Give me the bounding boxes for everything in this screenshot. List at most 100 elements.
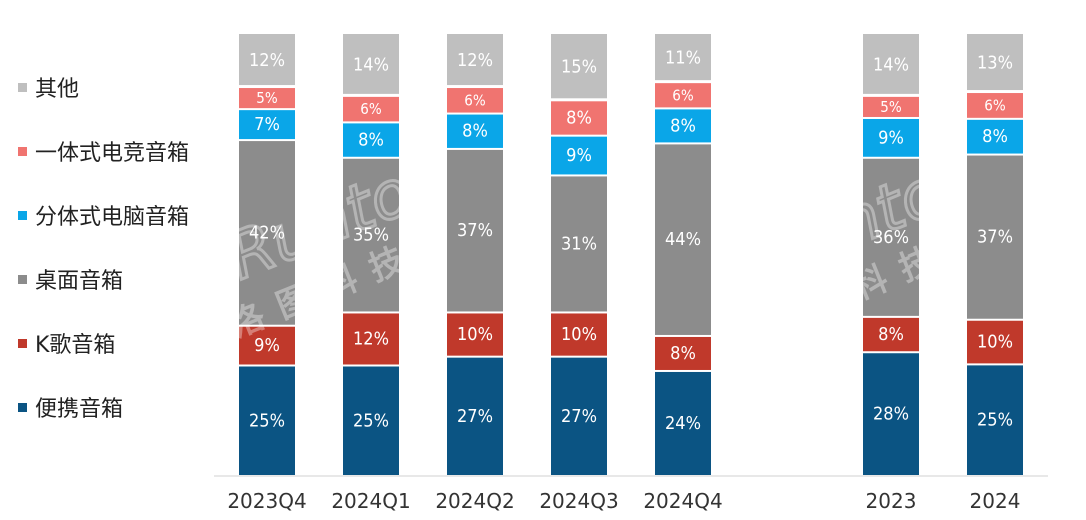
bar-value-label: 10% [561, 324, 597, 345]
bar-segment [239, 366, 295, 475]
bar-value-label: 44% [665, 229, 701, 250]
bars-group: 25% 9% 42% 7% 5% 12% 25% 12% 35% 8% 6% 14% 27% 10% 37%… [239, 34, 1023, 475]
bar-segment [967, 155, 1023, 319]
bar-value-label: 14% [353, 54, 389, 75]
bar-value-label: 37% [977, 227, 1013, 248]
bar-segment [447, 34, 503, 86]
bar-value-label: 15% [561, 57, 597, 78]
bar-segment [551, 176, 607, 312]
bar-segment [967, 119, 1023, 154]
bar-value-label: 5% [880, 98, 902, 116]
bar-value-label: 11% [665, 48, 701, 69]
legend-swatch [18, 146, 27, 156]
bar-segment [863, 317, 919, 352]
bar-segment [447, 149, 503, 312]
x-tick-label: 2024Q1 [331, 489, 410, 513]
bar-value-label: 8% [358, 130, 384, 151]
bar-segment [447, 114, 503, 148]
bar-value-label: 24% [665, 413, 701, 434]
legend-swatch [18, 274, 27, 284]
legend-swatch [18, 82, 27, 92]
bar-segment [343, 313, 399, 365]
bar-segment [447, 313, 503, 356]
bar-segment [863, 34, 919, 94]
bar-value-label: 12% [457, 50, 493, 71]
legend-label: 分体式电脑音箱 [35, 205, 190, 230]
bar-segment [967, 365, 1023, 475]
bar-segment [343, 123, 399, 157]
legend-item: K歌音箱 [18, 328, 115, 358]
bar-value-label: 8% [670, 343, 696, 364]
bar-segment [655, 109, 711, 143]
bar-value-label: 7% [254, 114, 280, 135]
legend-item: 一体式电竞音箱 [18, 136, 189, 166]
bar-segment [863, 118, 919, 157]
bar-value-label: 31% [561, 233, 597, 254]
bar-segment [863, 353, 919, 475]
bar-segment [655, 144, 711, 335]
legend-item: 便携音箱 [18, 392, 123, 422]
bar-value-label: 8% [566, 107, 592, 128]
bar-value-label: 6% [464, 91, 486, 109]
legend-label: 便携音箱 [35, 397, 124, 422]
bar-value-label: 12% [353, 328, 389, 349]
legend-swatch [18, 210, 27, 220]
bar-value-label: 5% [256, 89, 278, 107]
bar-value-label: 9% [254, 335, 280, 356]
bar-value-label: 10% [457, 324, 493, 345]
bar-segment [655, 336, 711, 370]
bar-value-label: 25% [249, 410, 285, 431]
bar-segment [343, 366, 399, 475]
x-tick-labels: 2023Q4 2024Q1 2024Q2 2024Q3 2024Q4 2023 2024 [227, 489, 1020, 513]
bar-segment [551, 136, 607, 175]
bar-value-label: 10% [977, 332, 1013, 353]
legend-item: 分体式电脑音箱 [18, 200, 189, 230]
bar-segment [447, 357, 503, 475]
bar-segment [239, 326, 295, 365]
bar-segment [863, 158, 919, 316]
x-tick-label: 2024 [970, 489, 1021, 513]
bar-value-label: 8% [982, 126, 1008, 147]
bar-segment [551, 34, 607, 99]
bar-value-label: 27% [561, 406, 597, 427]
bar-value-label: 27% [457, 406, 493, 427]
bar-value-label: 6% [672, 86, 694, 104]
bar-segment [343, 158, 399, 312]
bar-segment [967, 93, 1023, 118]
bar-segment [551, 313, 607, 356]
bar-value-label: 42% [249, 222, 285, 243]
legend-label: K歌音箱 [35, 333, 116, 358]
bar-segment [863, 96, 919, 117]
bar-segment [655, 83, 711, 108]
bar-value-label: 13% [977, 53, 1013, 74]
legend-swatch [18, 402, 27, 412]
bar-segment [551, 101, 607, 135]
x-tick-label: 2024Q2 [435, 489, 514, 513]
bar-value-label: 6% [984, 96, 1006, 114]
legend-swatch [18, 338, 27, 348]
bar-value-label: 25% [353, 410, 389, 431]
bar-value-label: 6% [360, 100, 382, 118]
x-tick-label: 2023 [866, 489, 917, 513]
bar-value-label: 12% [249, 50, 285, 71]
legend-label: 一体式电竞音箱 [35, 141, 190, 166]
bar-segment [239, 88, 295, 109]
x-tick-label: 2023Q4 [227, 489, 306, 513]
legend-item: 桌面音箱 [18, 264, 123, 294]
legend-item: 其他 [18, 72, 79, 102]
bar-value-label: 14% [873, 54, 909, 75]
bar-value-label: 28% [873, 404, 909, 425]
legend-label: 其他 [35, 77, 80, 102]
bar-value-label: 35% [353, 225, 389, 246]
bar-segment [551, 357, 607, 475]
bar-value-label: 9% [878, 127, 904, 148]
x-tick-label: 2024Q4 [643, 489, 722, 513]
bar-segment [447, 88, 503, 113]
bar-value-label: 25% [977, 410, 1013, 431]
bar-segment [239, 141, 295, 325]
bar-value-label: 37% [457, 220, 493, 241]
bar-segment [343, 34, 399, 94]
